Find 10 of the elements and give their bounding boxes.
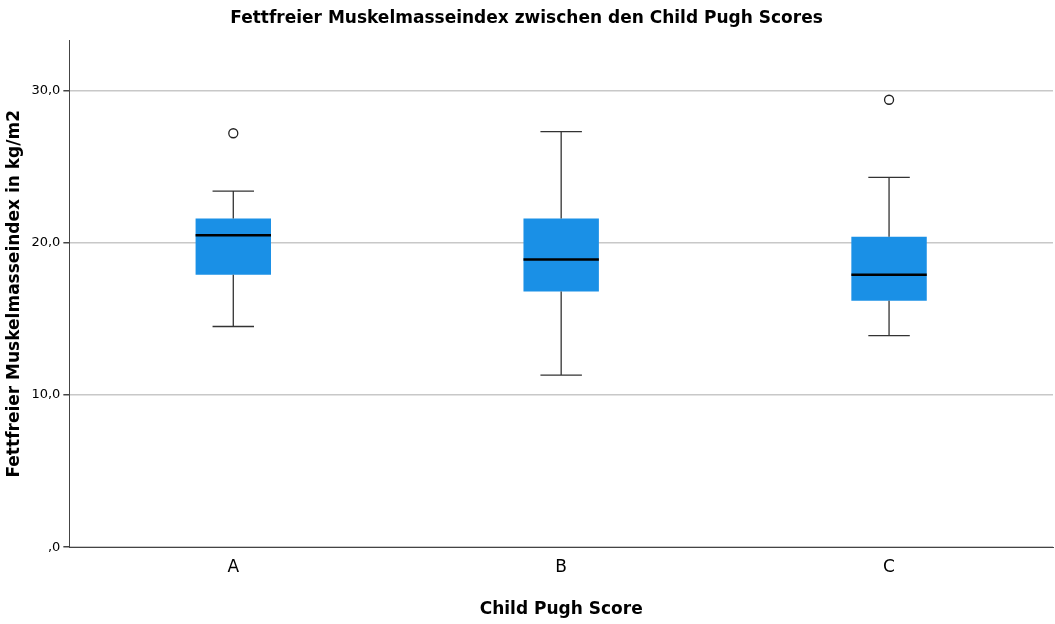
y-tick-label: 30,0 xyxy=(31,82,61,97)
y-tick-label: ,0 xyxy=(47,538,61,554)
y-axis-title: Fettfreier Muskelmasseindex in kg/m2 xyxy=(2,110,23,478)
y-tick-label: 10,0 xyxy=(31,386,61,402)
x-axis-title: Child Pugh Score xyxy=(479,598,643,619)
chart-title: Fettfreier Muskelmasseindex zwischen den Child Pugh Scores xyxy=(230,6,823,27)
x-tick-label: A xyxy=(227,555,240,576)
x-tick-label: C xyxy=(883,555,895,576)
y-tick-label: 20,0 xyxy=(31,234,61,250)
x-tick-label: B xyxy=(555,555,568,576)
